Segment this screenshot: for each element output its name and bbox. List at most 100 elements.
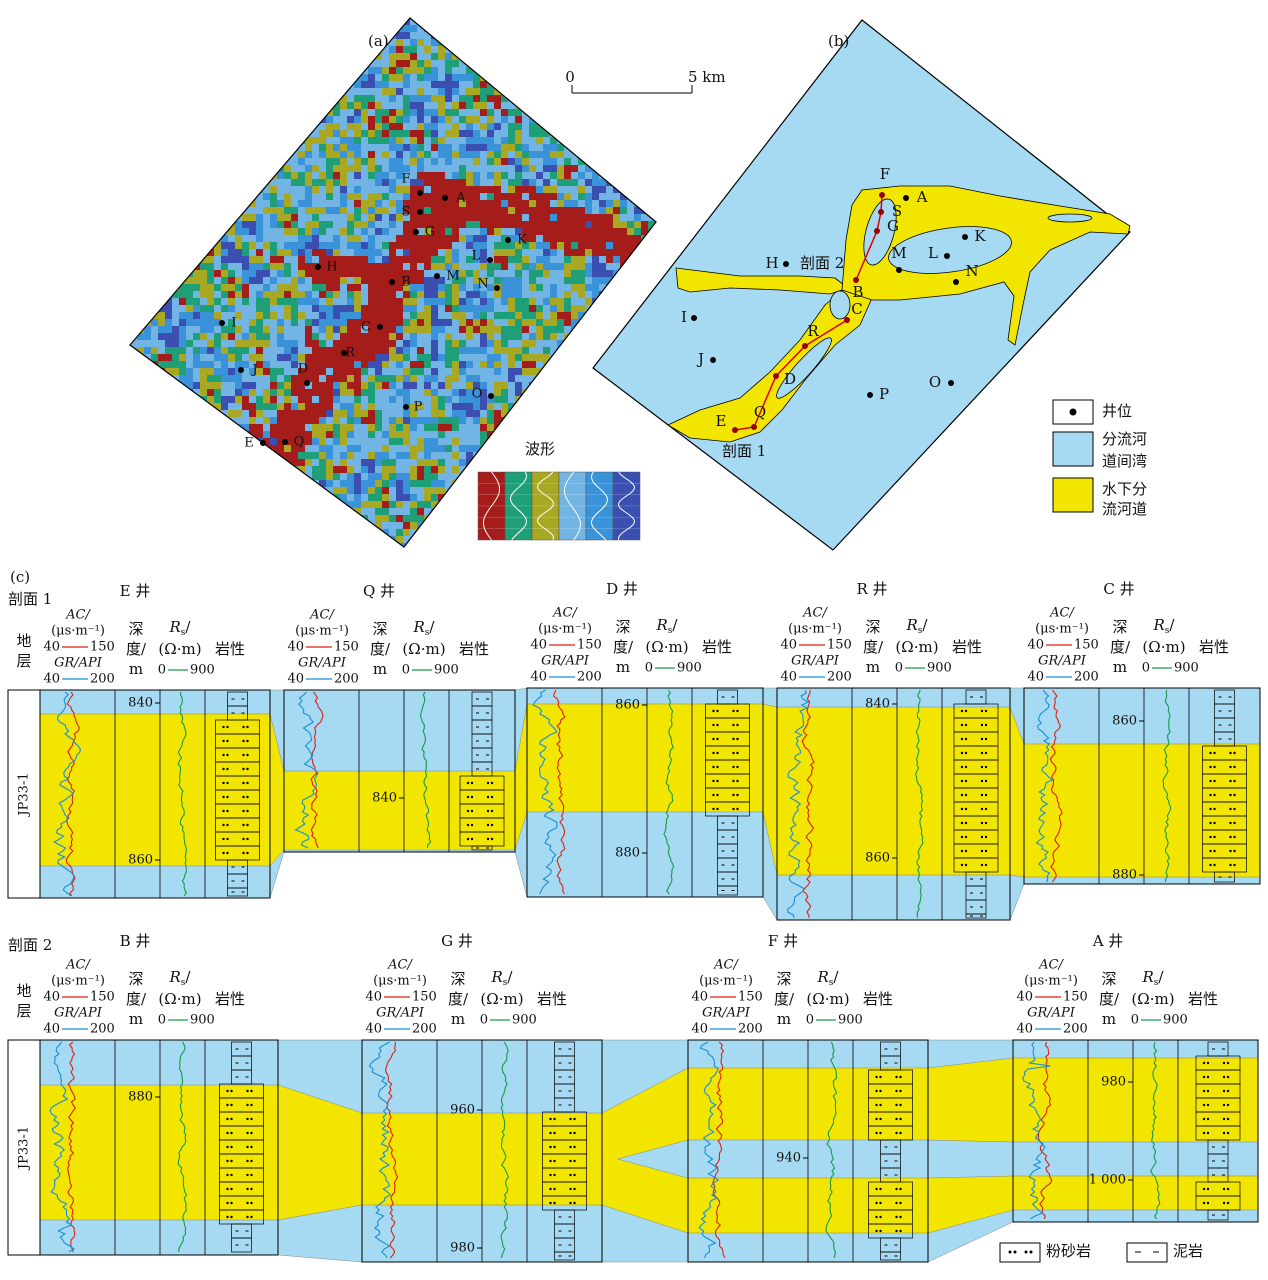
seismic-cell [396,200,404,208]
seismic-cell [620,165,628,173]
seismic-cell [438,389,446,397]
seismic-cell [445,298,453,306]
seismic-cell [375,417,383,425]
seismic-cell [473,39,481,47]
seismic-cell [648,109,656,117]
seismic-cell [207,151,215,159]
seismic-cell [459,165,467,173]
seismic-cell [137,32,145,40]
seismic-cell [557,60,565,68]
seismic-cell [333,347,341,355]
seismic-cell [368,242,376,250]
seismic-cell [452,46,460,54]
seismic-cell [522,235,530,243]
seismic-cell [543,228,551,236]
seismic-cell [529,172,537,180]
seismic-cell [165,333,173,341]
seismic-cell [389,424,397,432]
seismic-cell [326,284,334,292]
seismic-cell [480,270,488,278]
seismic-cell [284,53,292,61]
seismic-cell [529,193,537,201]
seismic-cell [536,172,544,180]
seismic-cell [480,284,488,292]
seismic-cell [508,53,516,61]
seismic-cell [627,46,635,54]
seismic-cell [130,74,138,82]
seismic-cell [130,81,138,89]
seismic-cell [550,207,558,215]
seismic-cell [445,333,453,341]
seismic-cell [214,263,222,271]
seismic-cell [137,179,145,187]
seismic-cell [494,235,502,243]
seismic-cell [459,389,467,397]
seismic-cell [501,116,509,124]
seismic-cell [557,270,565,278]
seismic-cell [158,333,166,341]
seismic-cell [130,375,138,383]
seismic-cell [578,242,586,250]
seismic-cell [424,193,432,201]
seismic-cell [529,39,537,47]
seismic-cell [564,263,572,271]
seismic-cell [417,249,425,257]
seismic-cell [592,424,600,432]
seismic-cell [284,333,292,341]
seismic-cell [312,95,320,103]
seismic-cell [431,235,439,243]
seismic-cell [515,207,523,215]
seismic-cell [543,18,551,26]
seismic-cell [144,130,152,138]
seismic-cell [179,452,187,460]
seismic-cell [256,25,264,33]
seismic-cell [284,319,292,327]
seismic-cell [186,39,194,47]
seismic-cell [550,249,558,257]
seismic-cell [235,151,243,159]
seismic-cell [522,277,530,285]
seismic-cell [375,95,383,103]
seismic-cell [263,137,271,145]
seismic-cell [277,186,285,194]
seismic-cell [473,277,481,285]
seismic-cell [501,242,509,250]
seismic-cell [186,60,194,68]
seismic-cell [585,319,593,327]
seismic-cell [578,151,586,159]
seismic-cell [144,291,152,299]
seismic-cell [207,207,215,215]
seismic-cell [438,305,446,313]
seismic-cell [172,347,180,355]
seismic-cell [375,172,383,180]
seismic-cell [235,144,243,152]
seismic-cell [515,193,523,201]
seismic-cell [270,466,278,474]
seismic-cell [522,340,530,348]
seismic-cell [529,137,537,145]
seismic-cell [375,452,383,460]
seismic-cell [291,270,299,278]
seismic-cell [186,256,194,264]
seismic-cell [249,123,257,131]
seismic-cell [172,263,180,271]
seismic-cell [529,81,537,89]
seismic-cell [424,368,432,376]
seismic-cell [480,375,488,383]
seismic-cell [284,270,292,278]
seismic-cell [445,207,453,215]
seismic-cell [599,305,607,313]
seismic-cell [284,179,292,187]
seismic-cell [333,445,341,453]
seismic-cell [480,396,488,404]
seismic-cell [466,116,474,124]
seismic-cell [207,326,215,334]
seismic-cell [627,95,635,103]
seismic-cell [368,158,376,166]
seismic-cell [284,473,292,481]
seismic-cell [130,165,138,173]
seismic-cell [578,396,586,404]
seismic-cell [424,298,432,306]
seismic-cell [242,179,250,187]
seismic-cell [529,340,537,348]
